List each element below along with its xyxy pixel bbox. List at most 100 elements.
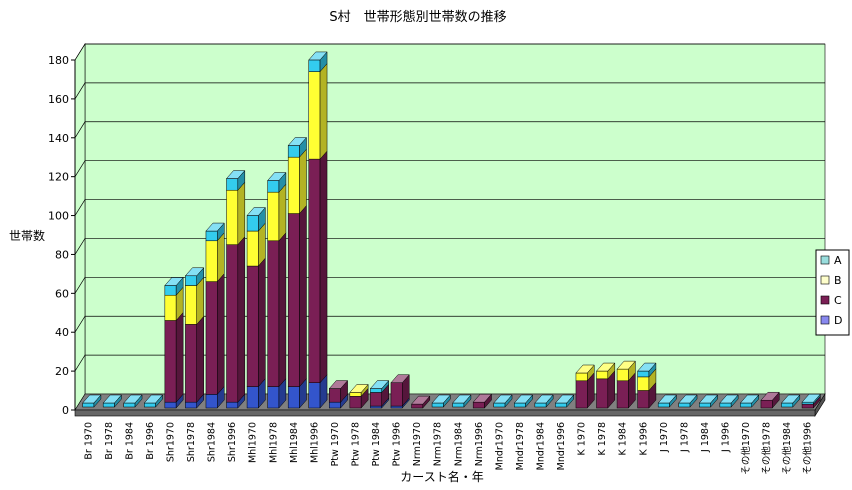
bar-segment-C xyxy=(575,380,588,409)
gridline xyxy=(74,82,825,100)
bar-segment xyxy=(719,402,732,408)
x-axis-label: カースト名・年 xyxy=(400,469,483,484)
bar-stack xyxy=(637,362,657,409)
x-tick-label: Br 1978 xyxy=(104,422,115,460)
bar-side-C xyxy=(319,150,328,384)
bar-top-A xyxy=(205,222,225,232)
side-wall xyxy=(74,42,86,412)
bar-stack xyxy=(554,394,575,408)
bar-top-C xyxy=(410,395,431,405)
legend-label-C: C xyxy=(834,294,842,307)
y-tick-label: 140 xyxy=(48,132,69,145)
bar-segment-C xyxy=(760,399,773,409)
bar-segment-D xyxy=(329,401,341,409)
x-tick-label: Mndr1996 xyxy=(556,422,567,470)
x-tick-label: Br 1970 xyxy=(83,422,94,460)
bar-segment-B xyxy=(226,189,239,245)
bar-segment-C xyxy=(205,281,218,395)
bar-segment-C xyxy=(164,320,177,403)
bar-side-B xyxy=(237,181,246,246)
bar-stack xyxy=(287,136,308,409)
legend-swatch-D xyxy=(820,315,830,325)
bar-segment-B xyxy=(164,294,177,321)
x-tick-label: Br 1984 xyxy=(124,422,135,460)
bar-segment xyxy=(144,402,156,408)
bar-stack xyxy=(534,394,554,408)
bar-stack xyxy=(739,394,760,408)
bar-side xyxy=(114,394,122,408)
bar-top-C xyxy=(472,393,493,403)
bar-segment-B xyxy=(575,372,588,382)
bar-stack xyxy=(225,169,246,409)
bar-stack xyxy=(431,394,451,408)
bar-stack xyxy=(513,394,534,408)
y-tick-label: 160 xyxy=(48,93,69,106)
gridline xyxy=(74,43,825,61)
bar-segment-C xyxy=(246,265,259,387)
bar-stack xyxy=(164,276,184,409)
bar-segment-A xyxy=(205,230,218,242)
bar-top-B xyxy=(349,384,369,393)
bar-stack xyxy=(328,379,349,409)
x-tick-label: Shr1978 xyxy=(186,422,197,462)
bar-top-A xyxy=(801,393,821,403)
x-tick-label: Nrm1978 xyxy=(433,422,444,466)
bar-side-C xyxy=(237,236,246,403)
bar-side-C xyxy=(278,232,287,388)
bar-segment-B xyxy=(267,191,280,242)
bar-stack xyxy=(760,391,780,409)
bar-top-B xyxy=(575,364,595,374)
bar-top-B xyxy=(616,360,636,370)
bar-top-A xyxy=(308,51,328,61)
bar-stack xyxy=(657,394,678,408)
bar-segment-A xyxy=(287,145,300,158)
bar-side-B xyxy=(299,148,307,215)
bar-side-C xyxy=(217,272,225,396)
bar-segment-D xyxy=(185,401,197,409)
bar-stack xyxy=(719,394,739,408)
bar-segment-C xyxy=(637,390,650,409)
x-tick-label: K 1996 xyxy=(638,422,649,455)
x-tick-label: Nrm1984 xyxy=(453,422,464,466)
bar-side xyxy=(751,394,759,408)
y-tick-label: 100 xyxy=(48,210,69,223)
x-tick-label: J 1984 xyxy=(700,422,711,453)
bar-top-A xyxy=(267,172,287,181)
bar-stack xyxy=(616,360,636,409)
bar-segment-C xyxy=(349,396,362,409)
bar-side xyxy=(93,394,102,408)
bar-stack xyxy=(410,395,431,409)
bar-side xyxy=(443,394,451,408)
bar-side xyxy=(710,394,718,408)
bar-stack xyxy=(205,222,225,409)
y-tick-label: 0 xyxy=(62,404,69,417)
bar-segment-B xyxy=(205,240,218,282)
bar-stack xyxy=(780,394,801,408)
bar-stack xyxy=(308,51,328,409)
bar-top-A xyxy=(287,137,308,146)
gridline xyxy=(74,315,825,333)
bar-top-C xyxy=(390,374,410,383)
bar-segment-D xyxy=(164,401,177,409)
bar-stack xyxy=(123,394,143,408)
x-tick-label: J 1970 xyxy=(659,422,670,453)
bar-segment-A xyxy=(801,401,814,405)
gridline xyxy=(74,276,825,294)
x-tick-label: Ptw 1970 xyxy=(330,422,341,466)
bar-segment xyxy=(514,402,526,408)
bar-segment-D xyxy=(226,401,239,409)
x-tick-label: K 1970 xyxy=(577,422,588,455)
bar-side xyxy=(155,394,163,408)
gridline xyxy=(74,354,825,372)
bar-segment-B xyxy=(185,285,197,325)
bar-stack xyxy=(143,394,164,408)
bar-segment xyxy=(82,402,95,408)
x-tick-label: J 1978 xyxy=(679,422,690,453)
bar-top-C xyxy=(328,380,349,389)
bar-segment-A xyxy=(308,59,321,72)
bar-side xyxy=(689,394,698,408)
x-tick-label: Ptw 1996 xyxy=(392,422,403,466)
x-tick-label: Ptw 1984 xyxy=(371,422,382,466)
x-tick-label: Ptw 1978 xyxy=(351,422,362,466)
